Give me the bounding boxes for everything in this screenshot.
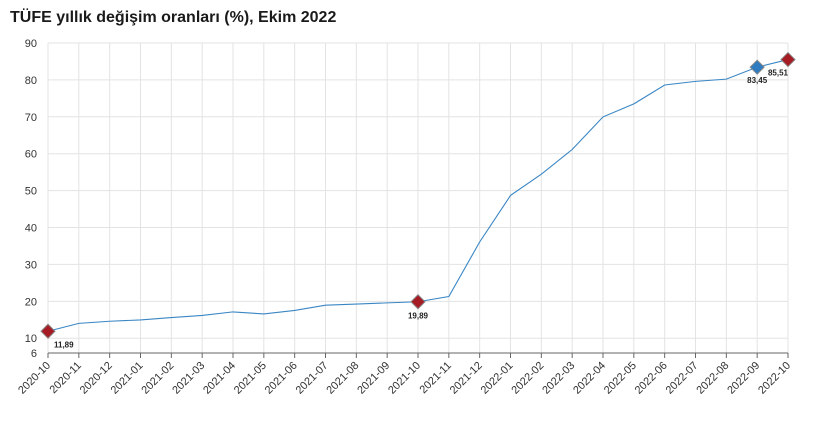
data-label: 85,51 bbox=[768, 69, 789, 78]
x-tick-label: 2021-01 bbox=[109, 360, 146, 397]
x-tick-label: 2022-01 bbox=[479, 360, 516, 397]
grid-lines bbox=[47, 42, 789, 353]
x-tick-label: 2020-10 bbox=[16, 360, 53, 397]
data-label: 83,45 bbox=[747, 76, 768, 85]
x-tick-label: 2022-03 bbox=[540, 360, 577, 397]
x-tick-label: 2022-02 bbox=[509, 360, 546, 397]
data-label: 19,89 bbox=[408, 312, 429, 321]
x-tick-label: 2022-08 bbox=[694, 360, 731, 397]
x-tick-label: 2021-03 bbox=[170, 360, 207, 397]
y-tick-label: 30 bbox=[25, 259, 37, 271]
y-tick-label: 40 bbox=[25, 223, 37, 235]
x-tick-label: 2022-10 bbox=[756, 360, 793, 397]
data-marker bbox=[749, 59, 765, 75]
x-tick-label: 2021-05 bbox=[232, 360, 269, 397]
data-marker bbox=[40, 323, 56, 339]
y-tick-label: 60 bbox=[25, 149, 37, 161]
x-tick-label: 2020-12 bbox=[78, 360, 115, 397]
x-tick-label: 2021-04 bbox=[201, 360, 238, 397]
y-tick-label: 20 bbox=[25, 296, 37, 308]
data-label: 11,89 bbox=[54, 340, 74, 349]
y-tick-label: 80 bbox=[25, 75, 37, 87]
data-marker bbox=[410, 294, 426, 310]
x-tick-label: 2022-06 bbox=[633, 360, 670, 397]
x-tick-label: 2021-06 bbox=[263, 360, 300, 397]
chart-title: TÜFE yıllık değişim oranları (%), Ekim 2… bbox=[10, 9, 337, 26]
x-tick-label: 2021-02 bbox=[139, 360, 176, 397]
x-tick-label: 2021-09 bbox=[355, 360, 392, 397]
y-tick-label: 70 bbox=[25, 112, 37, 124]
x-tick-label: 2021-11 bbox=[417, 360, 453, 396]
data-marker bbox=[780, 51, 796, 68]
x-tick-label: 2022-07 bbox=[664, 360, 701, 397]
x-tick-label: 2021-12 bbox=[448, 360, 485, 397]
x-tick-label: 2022-09 bbox=[725, 360, 762, 397]
x-tick-label: 2021-10 bbox=[386, 360, 423, 397]
x-tick-label: 2021-07 bbox=[294, 360, 331, 397]
axes: 6 10 20 30 40 50 60 70 80 90 2020-102020-112020-12… bbox=[16, 38, 793, 397]
y-tick-label: 50 bbox=[25, 186, 37, 198]
y-tick-label: 6 bbox=[31, 348, 37, 360]
x-tick-label: 2021-08 bbox=[324, 360, 361, 397]
x-tick-label: 2022-05 bbox=[602, 360, 639, 397]
y-tick-label: 90 bbox=[25, 38, 37, 50]
x-tick-label: 2020-11 bbox=[47, 360, 83, 396]
y-tick-label: 10 bbox=[25, 333, 37, 345]
data-markers bbox=[40, 51, 796, 339]
x-tick-label: 2022-04 bbox=[571, 360, 608, 397]
